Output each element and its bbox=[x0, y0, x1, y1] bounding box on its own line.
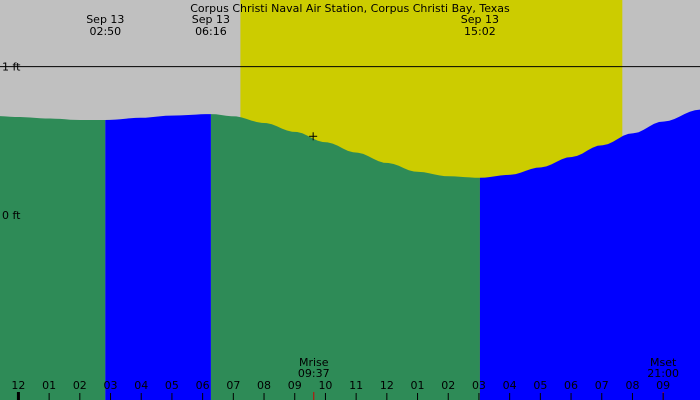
hour-axis: 12 01 02 03 04 05 06 07 08 09 10 11 12 01 02 03 04 05 06 07… bbox=[11, 379, 670, 400]
hour-tick-label: 05 bbox=[533, 379, 547, 392]
hour-tick-label: 05 bbox=[165, 379, 179, 392]
hour-tick-label: 07 bbox=[226, 379, 240, 392]
hour-tick-label: 11 bbox=[349, 379, 363, 392]
hour-tick-label: 03 bbox=[472, 379, 486, 392]
hour-tick-label: 04 bbox=[503, 379, 517, 392]
moon-event-time: 09:37 bbox=[298, 367, 330, 380]
hour-tick-label: 09 bbox=[656, 379, 670, 392]
tide-extreme-time: 02:50 bbox=[89, 25, 121, 38]
moon-event-label: Mset bbox=[650, 356, 677, 369]
tide-extreme-time: 15:02 bbox=[464, 25, 496, 38]
hour-tick-label: 06 bbox=[196, 379, 210, 392]
hour-tick-label: 10 bbox=[318, 379, 332, 392]
y-axis-labels: 1 ft 0 ft bbox=[2, 61, 21, 222]
tide-extreme-date: Sep 13 bbox=[86, 13, 124, 26]
current-tide-marker bbox=[309, 132, 318, 141]
hour-tick-label: 12 bbox=[380, 379, 394, 392]
y-tick-label: 0 ft bbox=[2, 209, 21, 222]
hour-tick-label: 02 bbox=[441, 379, 455, 392]
hour-tick-label: 12 bbox=[11, 379, 25, 392]
y-tick-label: 1 ft bbox=[2, 61, 21, 74]
rising-tide-area bbox=[210, 114, 480, 400]
chart-title: Corpus Christi Naval Air Station, Corpus… bbox=[190, 2, 510, 15]
falling-tide-area bbox=[479, 109, 700, 400]
hour-tick-label: 08 bbox=[257, 379, 271, 392]
moon-event-label: Mrise bbox=[299, 356, 329, 369]
hour-tick-label: 03 bbox=[104, 379, 118, 392]
hour-tick-label: 02 bbox=[73, 379, 87, 392]
tide-extreme-time: 06:16 bbox=[195, 25, 227, 38]
moon-event-time: 21:00 bbox=[647, 367, 679, 380]
tide-area-group bbox=[0, 109, 700, 400]
falling-tide-area bbox=[105, 114, 211, 400]
hour-tick-label: 08 bbox=[625, 379, 639, 392]
hour-tick-label: 06 bbox=[564, 379, 578, 392]
hour-tick-label: 01 bbox=[42, 379, 56, 392]
hour-tick-label: 04 bbox=[134, 379, 148, 392]
hour-tick-label: 07 bbox=[595, 379, 609, 392]
tide-extreme-date: Sep 13 bbox=[461, 13, 499, 26]
rising-tide-area bbox=[0, 116, 106, 400]
midnight-marker bbox=[16, 392, 20, 400]
tide-extreme-date: Sep 13 bbox=[192, 13, 230, 26]
hour-tick-label: 01 bbox=[411, 379, 425, 392]
hour-tick-label: 09 bbox=[288, 379, 302, 392]
